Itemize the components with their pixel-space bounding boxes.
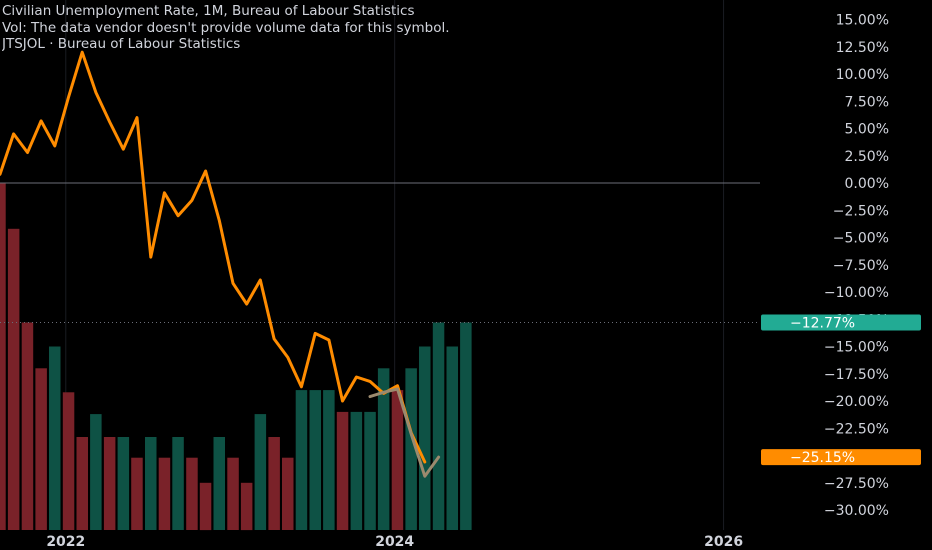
volume-bar xyxy=(323,390,335,530)
y-tick-label: 7.50% xyxy=(845,94,889,110)
volume-bar xyxy=(0,183,6,530)
chart-legend: Civilian Unemployment Rate, 1M, Bureau o… xyxy=(2,3,760,53)
volume-bar xyxy=(364,411,376,530)
volume-last-value-badge: −12.77% xyxy=(761,314,921,332)
comparison-line-segment xyxy=(396,387,441,478)
x-tick-label: 2026 xyxy=(704,534,743,550)
y-tick-label: 5.00% xyxy=(845,122,889,138)
volume-bar xyxy=(295,390,308,530)
y-tick-label: −22.50% xyxy=(824,421,889,437)
volume-bar xyxy=(419,346,431,530)
volume-bar xyxy=(145,437,157,530)
volume-bar xyxy=(62,392,75,530)
volume-bar xyxy=(117,437,130,530)
volume-bar xyxy=(240,482,253,531)
volume-bars xyxy=(0,183,472,531)
y-tick-label: 10.00% xyxy=(836,67,889,83)
volume-bar xyxy=(309,390,321,530)
line-badge-label: −25.15% xyxy=(790,450,855,466)
x-tick-label: 2024 xyxy=(375,534,414,550)
volume-bar xyxy=(158,457,171,530)
x-tick-label: 2022 xyxy=(46,534,85,550)
volume-bar xyxy=(103,437,116,530)
y-tick-label: −17.50% xyxy=(824,367,889,383)
unemployment-rate-line xyxy=(0,50,427,464)
price-lines xyxy=(0,50,441,478)
legend-volume-line: Vol: The data vendor doesn't provide vol… xyxy=(2,19,450,36)
volume-bar xyxy=(336,411,349,530)
y-tick-label: −15.00% xyxy=(824,340,889,356)
volume-bar xyxy=(21,322,34,530)
legend-compare-line[interactable]: JTSJOL · Bureau of Labour Statistics xyxy=(2,36,241,52)
volume-bar xyxy=(432,322,445,530)
legend-symbol-line[interactable]: Civilian Unemployment Rate, 1M, Bureau o… xyxy=(2,3,415,19)
volume-bar xyxy=(131,457,143,530)
line-last-value-badge: −25.15% xyxy=(761,449,921,466)
y-tick-label: 12.50% xyxy=(836,40,889,56)
volume-bar xyxy=(350,411,363,530)
volume-bar xyxy=(76,437,88,530)
y-tick-label: 15.00% xyxy=(836,13,889,29)
volume-bar xyxy=(35,368,47,530)
volume-bar xyxy=(213,437,225,530)
y-tick-label: −27.50% xyxy=(824,476,889,492)
volume-badge-label: −12.77% xyxy=(790,316,855,332)
volume-bar xyxy=(227,457,239,530)
volume-bar xyxy=(90,414,102,530)
volume-bar xyxy=(49,346,61,530)
volume-bar xyxy=(460,322,472,530)
comparison-line-segment xyxy=(368,387,399,399)
volume-bar xyxy=(282,457,294,530)
y-tick-label: −30.00% xyxy=(824,503,889,519)
volume-bar xyxy=(7,228,20,531)
volume-bar xyxy=(254,414,267,530)
volume-bar xyxy=(268,437,280,530)
volume-badge-background xyxy=(761,314,921,331)
volume-bar xyxy=(172,437,184,530)
y-tick-label: −20.00% xyxy=(824,394,889,410)
volume-bar xyxy=(186,457,198,530)
volume-bar xyxy=(446,346,458,530)
y-tick-label: 0.00% xyxy=(845,176,889,192)
x-axis[interactable]: 2022 2024 2026 xyxy=(46,534,743,550)
volume-bar xyxy=(377,368,390,530)
y-tick-label: −2.50% xyxy=(833,203,889,219)
volume-bar xyxy=(199,482,212,531)
volume-bar xyxy=(391,390,404,530)
line-badge-background xyxy=(761,449,921,466)
y-tick-label: 2.50% xyxy=(845,149,889,165)
y-tick-label: −5.00% xyxy=(833,231,889,247)
y-tick-label: −10.00% xyxy=(824,285,889,301)
y-tick-label: −7.50% xyxy=(833,258,889,274)
volume-bar xyxy=(405,368,417,530)
